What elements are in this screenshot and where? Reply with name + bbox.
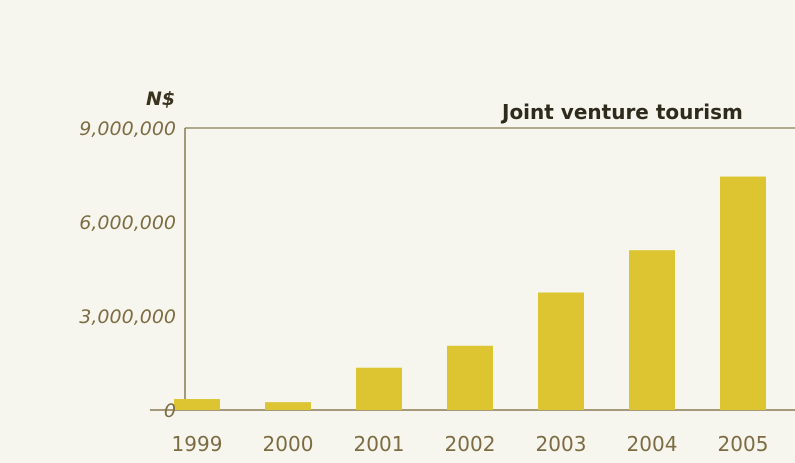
y-tick-label: 6,000,000 (79, 212, 176, 234)
y-tick-label: 0 (164, 400, 176, 422)
x-tick-label-1999: 1999 (172, 432, 223, 456)
bar-2004 (629, 250, 675, 410)
bar-1999 (174, 399, 220, 410)
bar-2003 (538, 292, 584, 410)
bar-2000 (265, 402, 311, 410)
y-tick-label: 9,000,000 (79, 118, 176, 140)
x-tick-label-2000: 2000 (263, 432, 314, 456)
x-tick-label-2002: 2002 (445, 432, 496, 456)
x-tick-label-2004: 2004 (627, 432, 678, 456)
bar-2005 (720, 176, 766, 410)
bar-2001 (356, 367, 402, 410)
y-tick-label: 3,000,000 (79, 306, 176, 328)
x-tick-label-2005: 2005 (718, 432, 769, 456)
chart-title: Joint venture tourism (500, 100, 743, 124)
x-tick-label-2001: 2001 (354, 432, 405, 456)
x-tick-label-2003: 2003 (536, 432, 587, 456)
bar-2002 (447, 345, 493, 410)
unit-label: N$ (146, 88, 175, 110)
